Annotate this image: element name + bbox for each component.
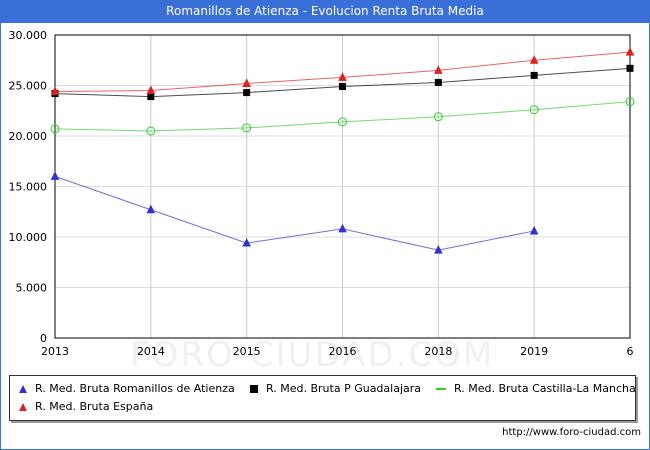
- x-tick-label: 2016: [329, 345, 357, 358]
- legend-marker: [250, 385, 258, 393]
- y-tick-label: 10.000: [9, 231, 48, 244]
- legend-label: R. Med. Bruta P Guadalajara: [266, 382, 422, 395]
- legend-item-series-2: R. Med. Bruta Castilla-La Mancha: [436, 382, 636, 395]
- data-point: [146, 126, 156, 136]
- data-point: [243, 89, 251, 97]
- x-tick-label: 2018: [424, 345, 452, 358]
- legend-label: R. Med. Bruta España: [35, 400, 154, 413]
- data-point: [529, 225, 539, 235]
- data-point: [146, 85, 156, 95]
- y-tick-label: 0: [40, 332, 47, 345]
- legend: R. Med. Bruta Romanillos de Atienza R. M…: [9, 375, 636, 421]
- data-point: [338, 117, 347, 127]
- data-point: [50, 171, 60, 180]
- chart-title: Romanillos de Atienza - Evolucion Renta …: [0, 0, 650, 23]
- data-point: [529, 105, 539, 115]
- data-point: [529, 55, 539, 64]
- y-tick-label: 30.000: [9, 29, 48, 42]
- legend-label: R. Med. Bruta Romanillos de Atienza: [35, 382, 235, 395]
- data-point: [242, 123, 252, 133]
- plot-border: [54, 34, 631, 339]
- data-point: [50, 124, 60, 134]
- legend-marker: [436, 388, 446, 390]
- legend-item-series-0: R. Med. Bruta Romanillos de Atienza: [19, 382, 235, 395]
- legend-item-series-1: R. Med. Bruta P Guadalajara: [250, 382, 421, 395]
- data-point: [434, 65, 443, 74]
- series-line: [54, 175, 535, 251]
- data-point: [242, 78, 251, 87]
- x-tick-label: 2015: [233, 345, 261, 358]
- y-tick-label: 20.000: [9, 130, 48, 143]
- series-line: [54, 101, 631, 132]
- y-tick-label: 5.000: [16, 282, 48, 295]
- data-point: [626, 64, 634, 72]
- data-point: [338, 223, 347, 233]
- x-tick-label: 2013: [41, 345, 69, 358]
- data-point: [147, 93, 155, 101]
- line-chart: 0 5.000 10.000 15.000 20.000 25.000 30.000 2013…: [9, 29, 635, 358]
- x-tick-label: 6: [627, 345, 634, 358]
- legend-marker: [19, 385, 27, 393]
- source-url[interactable]: http://www.foro-ciudad.com: [502, 427, 641, 438]
- y-tick-label: 15.000: [9, 181, 48, 194]
- watermark: FORO-CIUDAD.COM: [130, 335, 495, 375]
- data-point: [434, 78, 442, 86]
- data-point: [338, 72, 347, 81]
- data-point: [434, 245, 443, 254]
- data-point: [625, 47, 635, 56]
- data-point: [50, 86, 60, 96]
- data-point: [146, 204, 156, 214]
- data-point: [433, 112, 443, 122]
- x-tick-label: 2019: [520, 345, 548, 358]
- x-tick-label: 2014: [137, 345, 165, 358]
- data-point: [625, 97, 635, 107]
- legend-label: R. Med. Bruta Castilla-La Mancha: [454, 382, 636, 395]
- data-point: [242, 237, 251, 247]
- data-point: [339, 83, 346, 91]
- y-tick-label: 25.000: [9, 80, 48, 93]
- legend-marker: [19, 403, 27, 411]
- data-point: [530, 71, 538, 79]
- legend-item-series-3: R. Med. Bruta España: [19, 400, 153, 413]
